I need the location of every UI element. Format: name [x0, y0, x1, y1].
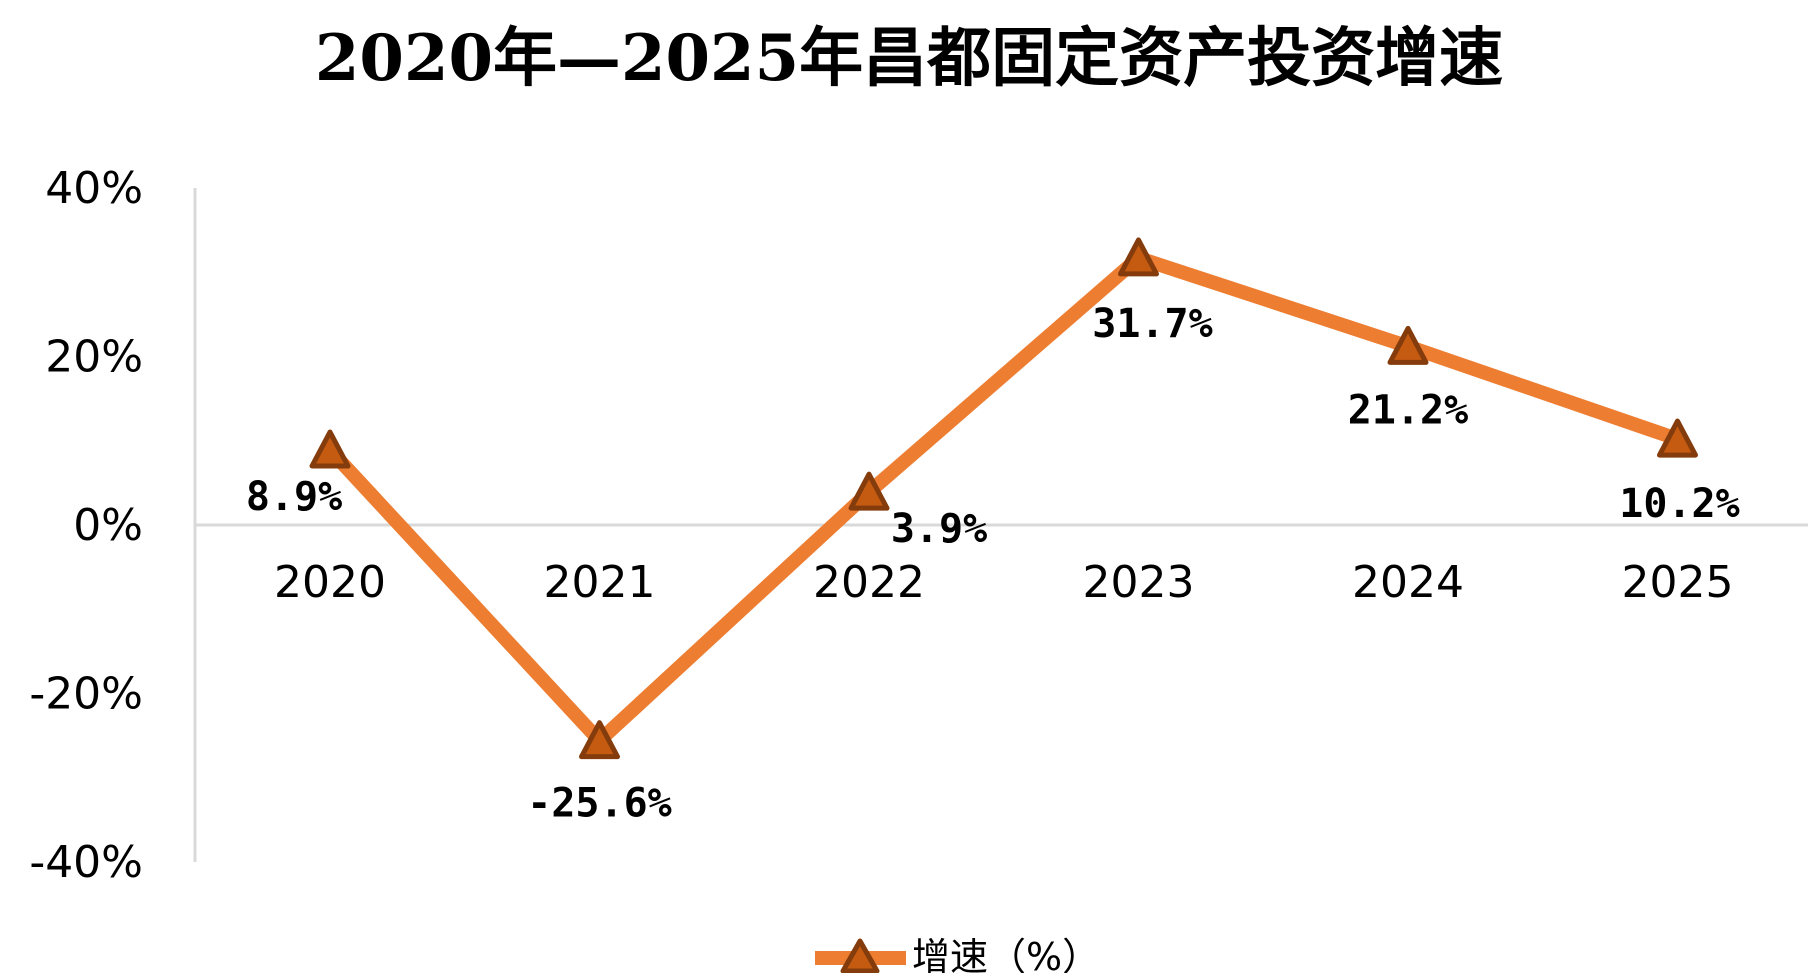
- legend-label: 增速（%）: [912, 935, 1100, 973]
- data-point-marker: [1657, 418, 1698, 458]
- data-labels: 8.9% -25.6% 3.9% 31.7% 21.2% 10.2%: [246, 301, 1740, 827]
- chart-title: 2020年—2025年昌都固定资产投资增速: [315, 21, 1503, 96]
- legend-triangle-icon: [840, 938, 880, 973]
- data-label: 3.9%: [891, 506, 987, 552]
- data-point-marker: [1387, 325, 1429, 365]
- x-tick-labels: 2020 2021 2022 2023 2024 2025: [274, 557, 1733, 608]
- data-point-marker: [579, 720, 620, 760]
- series-increase-rate: [309, 237, 1698, 760]
- y-tick-label: 40%: [45, 163, 143, 214]
- x-tick-label: 2024: [1352, 557, 1464, 608]
- y-tick-label: 0%: [73, 500, 143, 551]
- series-line: [324, 250, 1680, 751]
- data-label: 8.9%: [246, 474, 342, 520]
- data-label: 31.7%: [1092, 301, 1212, 347]
- x-tick-label: 2021: [544, 557, 656, 608]
- y-tick-label: -40%: [29, 837, 143, 888]
- x-tick-label: 2025: [1622, 557, 1734, 608]
- x-tick-label: 2020: [274, 557, 386, 608]
- legend: 增速（%）: [815, 935, 1100, 973]
- data-point-marker: [309, 429, 351, 469]
- x-tick-label: 2023: [1083, 557, 1195, 608]
- y-tick-labels: 40% 20% 0% -20% -40%: [29, 163, 143, 888]
- data-label: 10.2%: [1619, 481, 1739, 527]
- y-tick-label: -20%: [29, 669, 143, 720]
- data-label: 21.2%: [1348, 387, 1468, 433]
- data-point-marker: [848, 471, 890, 511]
- y-tick-label: 20%: [45, 332, 143, 383]
- data-label: -25.6%: [527, 781, 672, 827]
- data-point-marker: [1118, 237, 1159, 277]
- x-tick-label: 2022: [813, 557, 925, 608]
